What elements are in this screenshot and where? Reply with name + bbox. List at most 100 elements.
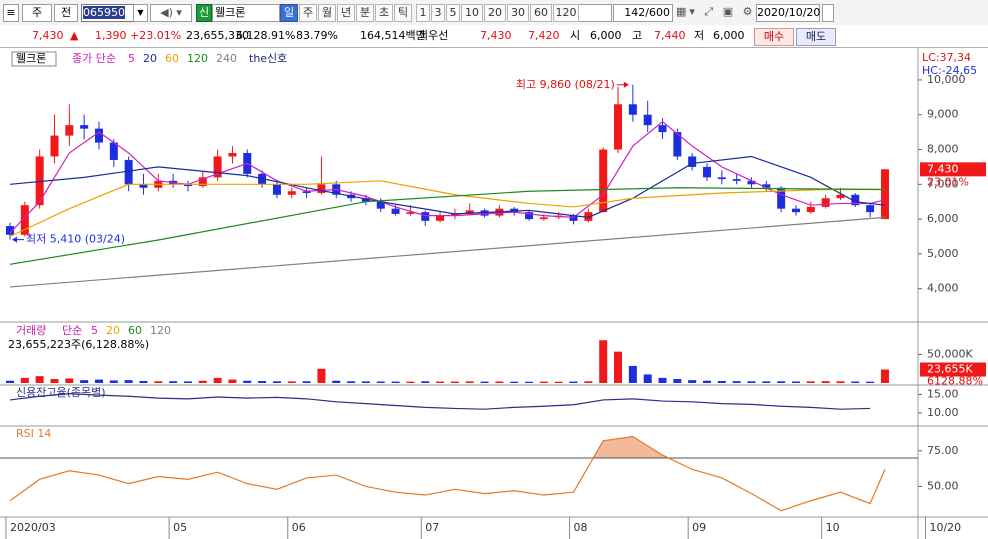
candle-body — [80, 125, 89, 129]
legend-item: 60 — [165, 52, 179, 65]
ratio: 83.79% — [296, 29, 338, 42]
interval-dropdown[interactable] — [574, 4, 612, 22]
candle-body — [406, 212, 415, 214]
hc-label: HC:-24,65 — [922, 64, 977, 77]
name-input[interactable]: 웰크론 — [212, 4, 280, 22]
volume-bar — [436, 381, 445, 383]
x-tick-label: 2020/03 — [10, 521, 56, 534]
volume-bar — [465, 381, 474, 383]
volume-bar — [332, 380, 341, 383]
interval-button[interactable]: 60 — [530, 4, 552, 22]
interval-button[interactable]: 10 — [461, 4, 483, 22]
menu-icon[interactable]: ≡ — [3, 4, 19, 22]
y-tick-label: 10,000 — [927, 73, 966, 86]
high-arrowhead — [623, 81, 629, 88]
low-label: 저 — [694, 29, 705, 42]
candle-body — [673, 132, 682, 157]
volume-bar — [717, 381, 726, 383]
y-tick-label: 9,000 — [927, 108, 959, 121]
volume-bar — [198, 380, 207, 383]
date-input[interactable]: 2020/10/20 — [756, 4, 820, 22]
interval-button[interactable]: 1 — [416, 4, 430, 22]
volume-bar — [688, 380, 697, 383]
candle-body — [866, 205, 875, 213]
buy-button[interactable]: 매수 — [754, 28, 794, 46]
candle-body — [361, 198, 370, 202]
candle-body — [272, 184, 281, 195]
high: 7,440 — [654, 29, 686, 42]
candle-body — [599, 149, 608, 213]
open: 6,000 — [590, 29, 622, 42]
volume-bar — [65, 378, 74, 383]
open-label: 시 — [570, 29, 581, 42]
code-input[interactable]: 065950 — [81, 4, 134, 22]
y-tick-label: 10.00 — [927, 406, 959, 419]
y-tick-label: 7,000 — [927, 177, 959, 190]
volume-bar — [480, 381, 489, 383]
sell-button[interactable]: 매도 — [796, 28, 836, 46]
candle-body — [65, 125, 74, 136]
interval-button[interactable]: 30 — [507, 4, 529, 22]
volume-bar — [302, 381, 311, 383]
amount: 164,514백만 — [360, 29, 426, 42]
volume-badge — [920, 362, 986, 377]
candle-body — [525, 212, 534, 220]
volume-bar — [139, 381, 148, 383]
period-button[interactable]: 주 — [299, 4, 317, 22]
volume-badge-label: 23,655K — [927, 363, 973, 376]
legend-title: 웰크론 — [16, 52, 46, 65]
sound-icon[interactable]: ◀) ▾ — [150, 4, 192, 22]
volume-bar — [539, 381, 548, 383]
period-button[interactable]: 초 — [375, 4, 393, 22]
period-button[interactable]: 월 — [318, 4, 336, 22]
legend-item: 120 — [187, 52, 208, 65]
volume-bar — [6, 380, 14, 383]
volume-bar — [228, 379, 237, 383]
volume-bar — [258, 381, 267, 383]
volume-bar — [525, 381, 534, 383]
tool-icons[interactable]: ▦▾ ⤢ ▣ ⚙ — [676, 5, 756, 18]
interval-button[interactable]: 120 — [553, 4, 579, 22]
volume-rate: 6,128.91% — [236, 29, 296, 42]
candle-body — [880, 169, 889, 220]
legend-prefix: 단순 — [62, 324, 82, 337]
volume-bar — [658, 377, 667, 383]
pane-title: 신용잔고율(종목별) — [16, 386, 106, 399]
volume-bar — [35, 376, 44, 383]
lc-label: LC:37,34 — [922, 51, 971, 64]
y-tick-label: 5,000 — [927, 247, 959, 260]
volume-subtitle: 23,655,223주(6,128.88%) — [8, 338, 149, 351]
candle-body — [228, 152, 237, 157]
market-select[interactable]: 주 — [22, 4, 52, 22]
candle-body — [50, 135, 59, 157]
volume-bar — [450, 381, 459, 383]
candle-body — [6, 226, 14, 235]
y-tick-label: 50.00 — [927, 479, 959, 492]
volume-bar — [821, 381, 830, 383]
interval-button[interactable]: 5 — [446, 4, 460, 22]
interval-button[interactable]: 20 — [484, 4, 506, 22]
x-tick-label: 10 — [826, 521, 840, 534]
period-button[interactable]: 일 — [280, 4, 298, 22]
volume-bar — [747, 381, 756, 383]
volume: 23,655,330 — [186, 29, 249, 42]
high-note: 최고 9,860 (08/21) — [516, 78, 615, 91]
candle-body — [703, 166, 712, 178]
prev-button[interactable]: 전 — [54, 4, 78, 22]
candle-body — [139, 184, 148, 188]
count-input[interactable]: 142/600 — [613, 4, 673, 22]
date-button[interactable] — [822, 4, 834, 22]
low: 6,000 — [713, 29, 745, 42]
candle-body — [688, 156, 697, 167]
candle-body — [806, 206, 815, 213]
period-button[interactable]: 틱 — [394, 4, 412, 22]
code-dropdown[interactable]: ▼ — [133, 4, 148, 22]
candle-body — [584, 212, 593, 221]
ma-line — [9, 187, 885, 265]
candle-body — [614, 104, 623, 150]
volume-bar — [762, 381, 771, 383]
interval-button[interactable]: 3 — [431, 4, 445, 22]
period-button[interactable]: 년 — [337, 4, 355, 22]
period-button[interactable]: 분 — [356, 4, 374, 22]
volume-bar — [732, 381, 741, 383]
